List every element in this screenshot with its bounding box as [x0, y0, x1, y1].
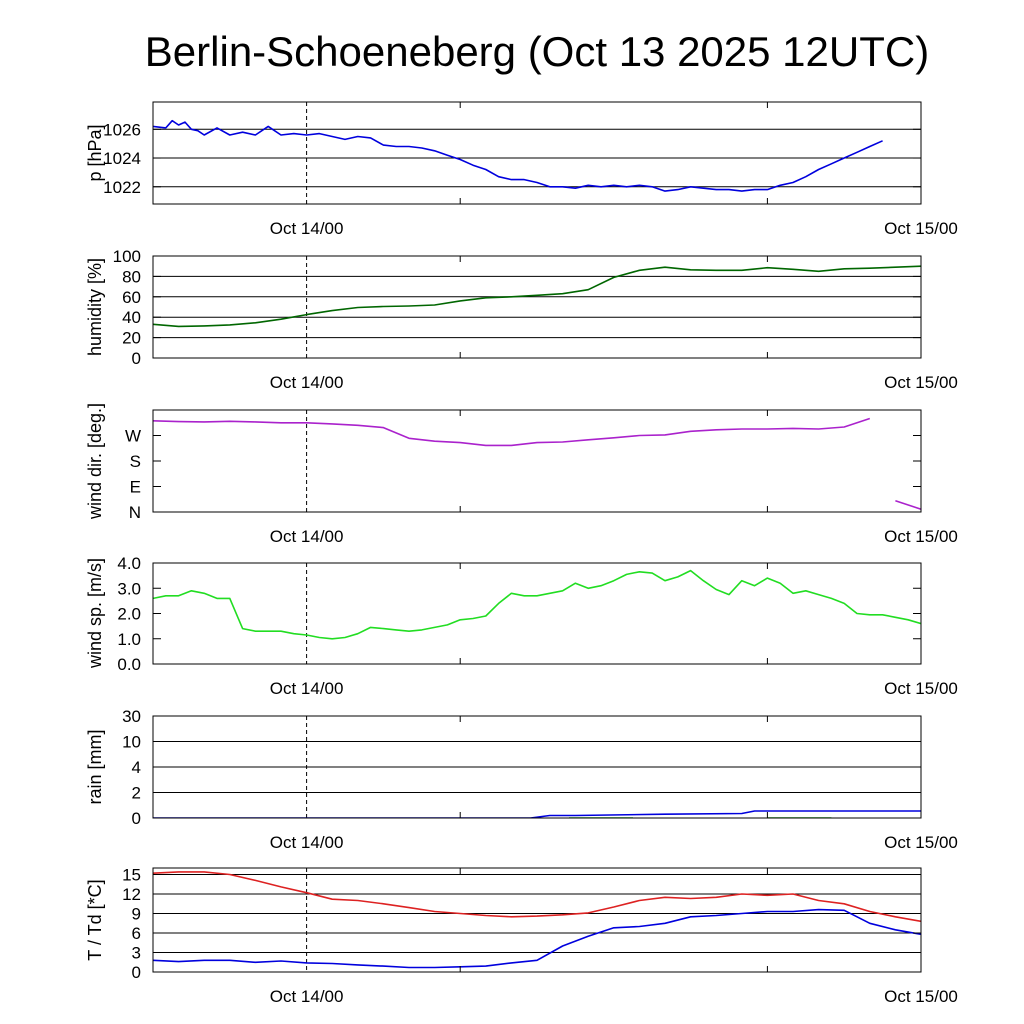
x-tick-label: Oct 15/00 [884, 527, 958, 546]
panel-wind-speed: 0.0 1.0 2.0 3.0 4.0 Oct 14/00 Oct 15/00 wind sp… [85, 554, 958, 698]
y-tick-label: 12 [122, 885, 141, 904]
series-line-humidity [153, 265, 921, 328]
plot-frame [152, 255, 922, 359]
x-tick-label: Oct 14/00 [270, 527, 344, 546]
chart-title: Berlin-Schoeneberg (Oct 13 2025 12UTC) [145, 28, 929, 75]
y-axis-label: p [hPa] [85, 124, 105, 181]
y-tick-label: 30 [122, 707, 141, 726]
x-tick-label: Oct 15/00 [884, 219, 958, 238]
x-tick-label: Oct 15/00 [884, 987, 958, 1006]
series-line-td [153, 908, 921, 969]
y-tick-label: 80 [122, 267, 141, 286]
y-tick-label: 4 [132, 758, 141, 777]
plot-frame [152, 562, 922, 665]
y-tick-label: 1.0 [117, 630, 141, 649]
y-axis-label: humidity [%] [85, 258, 105, 356]
series-line-wind-direction [153, 417, 921, 510]
y-tick-label: 0 [132, 963, 141, 982]
y-tick-label: 15 [122, 866, 141, 885]
y-axis-label: rain [mm] [85, 729, 105, 804]
y-axis-label: wind sp. [m/s] [85, 558, 105, 669]
series-line-t [153, 871, 921, 923]
y-tick-label: 0 [132, 809, 141, 828]
x-tick-label: Oct 15/00 [884, 679, 958, 698]
y-tick-label: 1024 [103, 149, 141, 168]
y-tick-label: 100 [113, 247, 141, 266]
y-tick-label: 9 [132, 905, 141, 924]
x-tick-label: Oct 14/00 [270, 679, 344, 698]
y-axis-label: wind dir. [deg.] [85, 403, 105, 520]
y-tick-label: 2 [132, 784, 141, 803]
x-tick-label: Oct 14/00 [270, 219, 344, 238]
y-tick-label: 20 [122, 329, 141, 348]
x-tick-label: Oct 14/00 [270, 987, 344, 1006]
panel-rain: 0 2 4 10 30 Oct 14/00 Oct 15/00 rain [mm] [85, 707, 958, 852]
y-tick-label: 10 [122, 733, 141, 752]
series-line-p [153, 119, 883, 192]
plot-frame [152, 101, 922, 205]
y-tick-label: 2.0 [117, 605, 141, 624]
y-tick-label: 60 [122, 288, 141, 307]
y-tick-label: 3.0 [117, 579, 141, 598]
y-tick-label: 1022 [103, 178, 141, 197]
y-tick-label: 1026 [103, 120, 141, 139]
plot-frame [152, 867, 922, 973]
x-tick-label: Oct 15/00 [884, 373, 958, 392]
y-tick-label: 4.0 [117, 554, 141, 573]
plot-frame [152, 409, 922, 513]
y-tick-label: 40 [122, 308, 141, 327]
panel-pressure: 1022 1024 1026 Oct 14/00 Oct 15/00 p [hPa] [85, 101, 958, 238]
y-tick-label: W [125, 427, 141, 446]
series-line-wind-speed [153, 569, 921, 640]
y-axis-label: T / Td [*C] [85, 879, 105, 960]
y-tick-label: E [130, 478, 141, 497]
y-tick-label: 6 [132, 924, 141, 943]
y-tick-label: S [130, 452, 141, 471]
y-tick-label: N [129, 503, 141, 522]
x-tick-label: Oct 15/00 [884, 833, 958, 852]
y-tick-label: 0 [132, 349, 141, 368]
x-tick-label: Oct 14/00 [270, 833, 344, 852]
x-tick-label: Oct 14/00 [270, 373, 344, 392]
y-tick-label: 3 [132, 944, 141, 963]
y-tick-label: 0.0 [117, 655, 141, 674]
series-line-accumulated-rain [153, 810, 921, 818]
